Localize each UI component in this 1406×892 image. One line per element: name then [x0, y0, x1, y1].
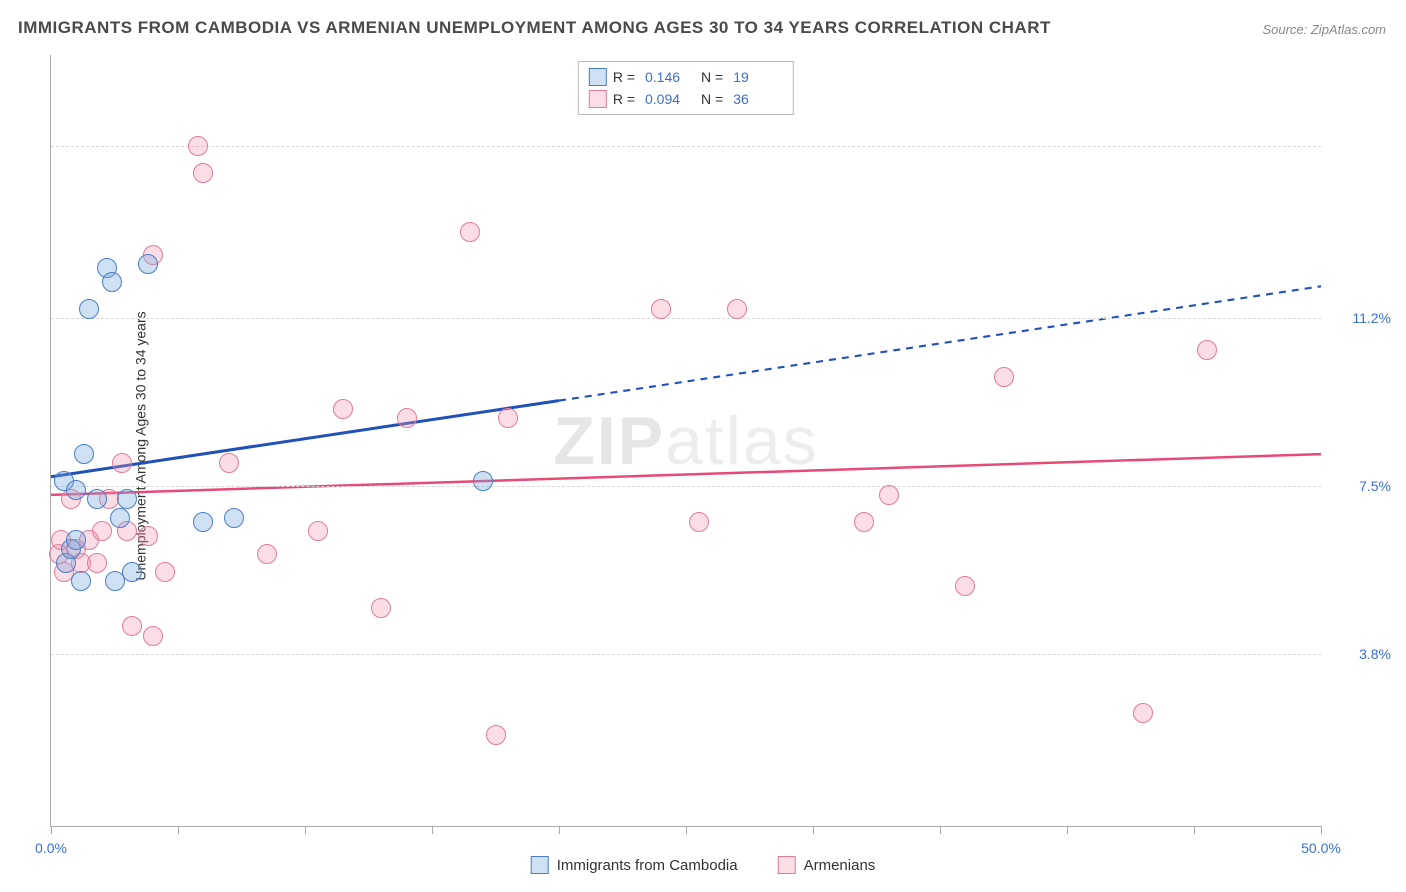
- x-tick: [940, 826, 941, 834]
- gridline: [51, 654, 1321, 655]
- data-point-cambodia: [117, 489, 137, 509]
- legend-item-armenians: Armenians: [778, 856, 876, 874]
- n-value-cambodia: 19: [733, 69, 783, 85]
- x-tick: [686, 826, 687, 834]
- swatch-cambodia: [589, 68, 607, 86]
- data-point-cambodia: [102, 272, 122, 292]
- correlation-row-armenians: R = 0.094 N = 36: [589, 88, 783, 110]
- n-label: N =: [701, 91, 723, 107]
- chart-title: IMMIGRANTS FROM CAMBODIA VS ARMENIAN UNE…: [18, 18, 1051, 38]
- gridline: [51, 318, 1321, 319]
- r-value-armenians: 0.094: [645, 91, 695, 107]
- data-point-armenians: [371, 598, 391, 618]
- data-point-armenians: [1133, 703, 1153, 723]
- x-tick-label: 50.0%: [1301, 840, 1341, 856]
- r-label: R =: [613, 91, 635, 107]
- data-point-armenians: [87, 553, 107, 573]
- data-point-armenians: [219, 453, 239, 473]
- x-tick-label: 0.0%: [35, 840, 67, 856]
- x-tick: [51, 826, 52, 834]
- legend-item-cambodia: Immigrants from Cambodia: [531, 856, 738, 874]
- series-legend: Immigrants from Cambodia Armenians: [531, 856, 876, 874]
- data-point-armenians: [689, 512, 709, 532]
- n-value-armenians: 36: [733, 91, 783, 107]
- data-point-armenians: [994, 367, 1014, 387]
- data-point-armenians: [460, 222, 480, 242]
- data-point-armenians: [498, 408, 518, 428]
- data-point-cambodia: [71, 571, 91, 591]
- data-point-cambodia: [473, 471, 493, 491]
- correlation-legend: R = 0.146 N = 19 R = 0.094 N = 36: [578, 61, 794, 115]
- watermark: ZIPatlas: [553, 402, 818, 480]
- n-label: N =: [701, 69, 723, 85]
- data-point-armenians: [257, 544, 277, 564]
- data-point-armenians: [854, 512, 874, 532]
- data-point-cambodia: [224, 508, 244, 528]
- swatch-armenians: [778, 856, 796, 874]
- source-label: Source: ZipAtlas.com: [1262, 22, 1386, 37]
- data-point-cambodia: [138, 254, 158, 274]
- x-tick: [1067, 826, 1068, 834]
- data-point-armenians: [155, 562, 175, 582]
- x-tick: [305, 826, 306, 834]
- data-point-armenians: [138, 526, 158, 546]
- data-point-armenians: [486, 725, 506, 745]
- trend-line-armenians: [51, 454, 1321, 495]
- x-tick: [813, 826, 814, 834]
- data-point-armenians: [651, 299, 671, 319]
- swatch-cambodia: [531, 856, 549, 874]
- data-point-cambodia: [87, 489, 107, 509]
- data-point-cambodia: [193, 512, 213, 532]
- correlation-row-cambodia: R = 0.146 N = 19: [589, 66, 783, 88]
- data-point-armenians: [193, 163, 213, 183]
- data-point-armenians: [112, 453, 132, 473]
- data-point-armenians: [397, 408, 417, 428]
- gridline: [51, 146, 1321, 147]
- data-point-cambodia: [74, 444, 94, 464]
- data-point-armenians: [1197, 340, 1217, 360]
- swatch-armenians: [589, 90, 607, 108]
- x-tick: [178, 826, 179, 834]
- chart-container: IMMIGRANTS FROM CAMBODIA VS ARMENIAN UNE…: [0, 0, 1406, 892]
- data-point-cambodia: [66, 530, 86, 550]
- r-value-cambodia: 0.146: [645, 69, 695, 85]
- data-point-armenians: [92, 521, 112, 541]
- trend-lines: [51, 55, 1321, 826]
- gridline: [51, 486, 1321, 487]
- y-tick-label: 3.8%: [1331, 646, 1391, 662]
- data-point-armenians: [122, 616, 142, 636]
- watermark-light: atlas: [665, 403, 819, 479]
- legend-label-armenians: Armenians: [804, 857, 876, 874]
- data-point-armenians: [333, 399, 353, 419]
- data-point-cambodia: [66, 480, 86, 500]
- data-point-armenians: [727, 299, 747, 319]
- legend-label-cambodia: Immigrants from Cambodia: [557, 857, 738, 874]
- plot-area: ZIPatlas R = 0.146 N = 19 R = 0.094 N = …: [50, 55, 1321, 827]
- x-tick: [1321, 826, 1322, 834]
- x-tick: [559, 826, 560, 834]
- data-point-armenians: [188, 136, 208, 156]
- data-point-cambodia: [79, 299, 99, 319]
- x-tick: [1194, 826, 1195, 834]
- r-label: R =: [613, 69, 635, 85]
- data-point-armenians: [955, 576, 975, 596]
- data-point-cambodia: [122, 562, 142, 582]
- data-point-cambodia: [110, 508, 130, 528]
- y-tick-label: 7.5%: [1331, 478, 1391, 494]
- data-point-armenians: [143, 626, 163, 646]
- data-point-armenians: [308, 521, 328, 541]
- watermark-bold: ZIP: [553, 403, 665, 479]
- x-tick: [432, 826, 433, 834]
- data-point-armenians: [879, 485, 899, 505]
- y-tick-label: 11.2%: [1331, 310, 1391, 326]
